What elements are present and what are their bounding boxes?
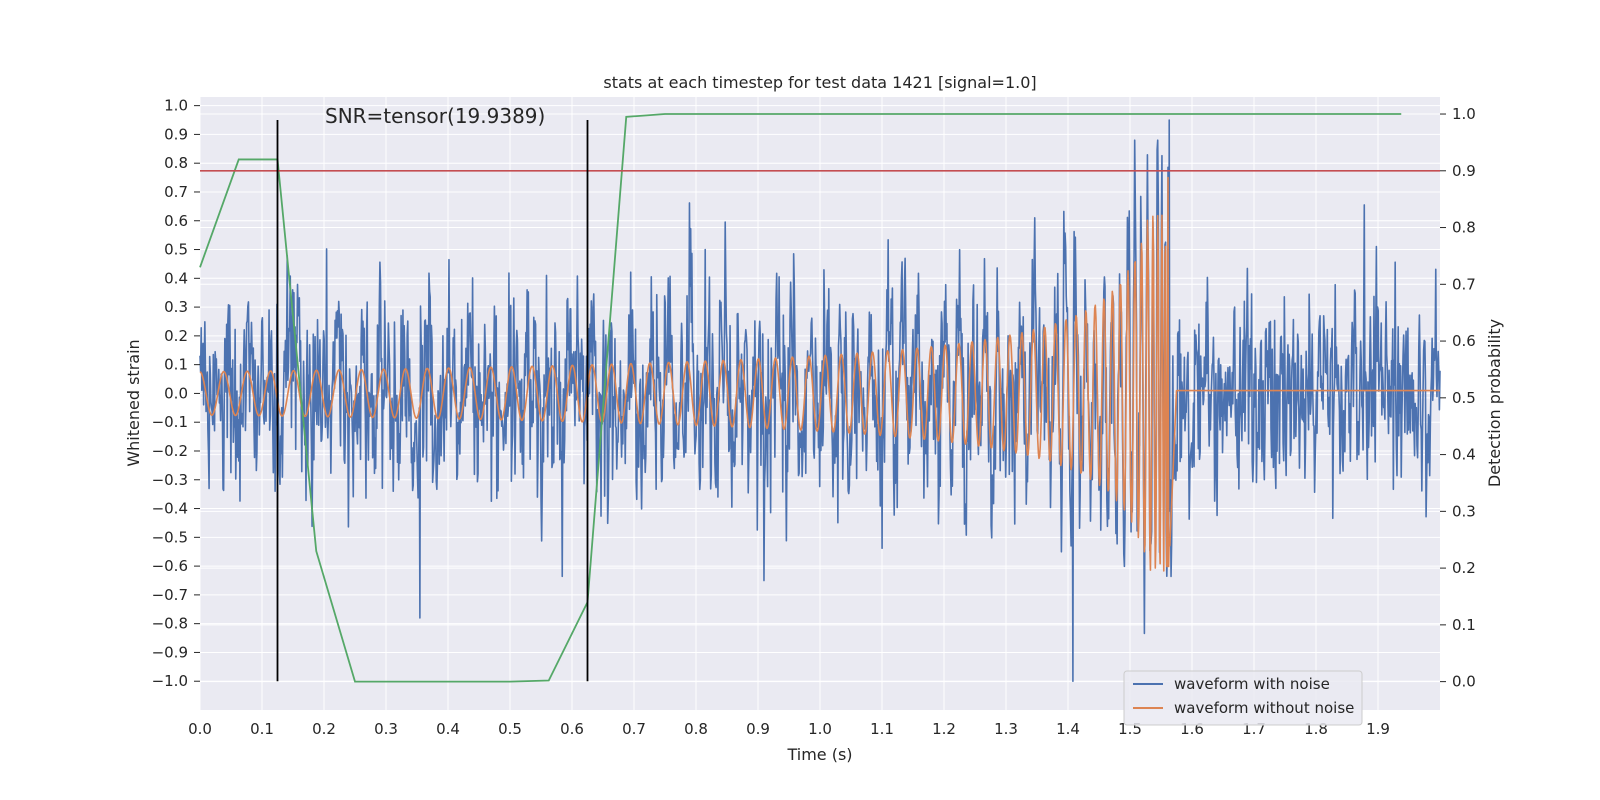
series-layer [199,113,1441,683]
x-tick-label: 0.6 [560,720,584,738]
y-tick-label: −0.4 [152,500,188,518]
y2-tick-label: 0.0 [1452,673,1476,691]
y-tick-label: −0.5 [152,528,188,546]
y2-tick-label: 0.4 [1452,446,1476,464]
y-tick-label: 0.4 [164,269,188,287]
y-tick-label: 1.0 [164,97,188,115]
y-tick-label: −0.7 [152,586,188,604]
y2-tick-label: 0.3 [1452,502,1476,520]
y-tick-label: 0.3 [164,298,188,316]
y-tick-label: 0.5 [164,241,188,259]
x-tick-label: 1.9 [1366,720,1390,738]
y-tick-label: 0.6 [164,212,188,230]
y2-tick-label: 0.5 [1452,389,1476,407]
y-tick-label: 0.8 [164,154,188,172]
x-tick-label: 0.0 [188,720,212,738]
legend-label-noise: waveform with noise [1174,675,1330,693]
x-tick-label: 1.0 [808,720,832,738]
y2-tick-label: 0.8 [1452,219,1476,237]
y-tick-label: −0.2 [152,442,188,460]
x-tick-label: 0.9 [746,720,770,738]
x-tick-label: 0.4 [436,720,460,738]
series-detection-probability [199,113,1402,683]
x-tick-label: 0.3 [374,720,398,738]
y-tick-label: 0.7 [164,183,188,201]
snr-annotation: SNR=tensor(19.9389) [325,104,545,128]
x-tick-label: 1.3 [994,720,1018,738]
x-tick-label: 0.1 [250,720,274,738]
y2-tick-label: 0.2 [1452,559,1476,577]
y-tick-label: 0.2 [164,327,188,345]
y-tick-label: 0.0 [164,384,188,402]
y-tick-label: −0.6 [152,557,188,575]
legend: waveform with noise waveform without noi… [1123,670,1363,726]
series-waveform-without-noise [199,176,1441,572]
x-tick-label: 0.8 [684,720,708,738]
y2-axis-ticks: 1.0 0.9 0.8 0.7 0.6 0.5 0.4 0.3 0.2 0.1 0.0 [1440,105,1476,691]
x-tick-label: 0.5 [498,720,522,738]
y2-axis-label: Detection probability [1485,319,1504,487]
y2-tick-label: 1.0 [1452,105,1476,123]
y-tick-label: −0.1 [152,413,188,431]
y-axis-label: Whitened strain [124,339,143,466]
legend-label-clean: waveform without noise [1174,699,1354,717]
y2-tick-label: 0.1 [1452,616,1476,634]
chart-title: stats at each timestep for test data 142… [603,73,1036,92]
y-tick-label: 0.1 [164,356,188,374]
series-waveform-with-noise [199,119,1441,683]
x-tick-label: 1.4 [1056,720,1080,738]
y2-tick-label: 0.6 [1452,332,1476,350]
y-tick-label: −0.9 [152,643,188,661]
y2-tick-label: 0.7 [1452,275,1476,293]
x-tick-label: 1.1 [870,720,894,738]
y-axis-ticks: 1.0 0.9 0.8 0.7 0.6 0.5 0.4 0.3 0.2 0.1 0.0 −0.1 −0.… [152,97,200,690]
y-tick-label: 0.9 [164,125,188,143]
x-axis-label: Time (s) [786,745,852,764]
y2-tick-label: 0.9 [1452,162,1476,180]
y-tick-label: −0.8 [152,615,188,633]
x-tick-label: 1.2 [932,720,956,738]
x-tick-label: 0.2 [312,720,336,738]
y-tick-label: −1.0 [152,672,188,690]
x-tick-label: 0.7 [622,720,646,738]
overlay-lines [200,120,1440,682]
legend-box [1123,670,1363,726]
y-tick-label: −0.3 [152,471,188,489]
